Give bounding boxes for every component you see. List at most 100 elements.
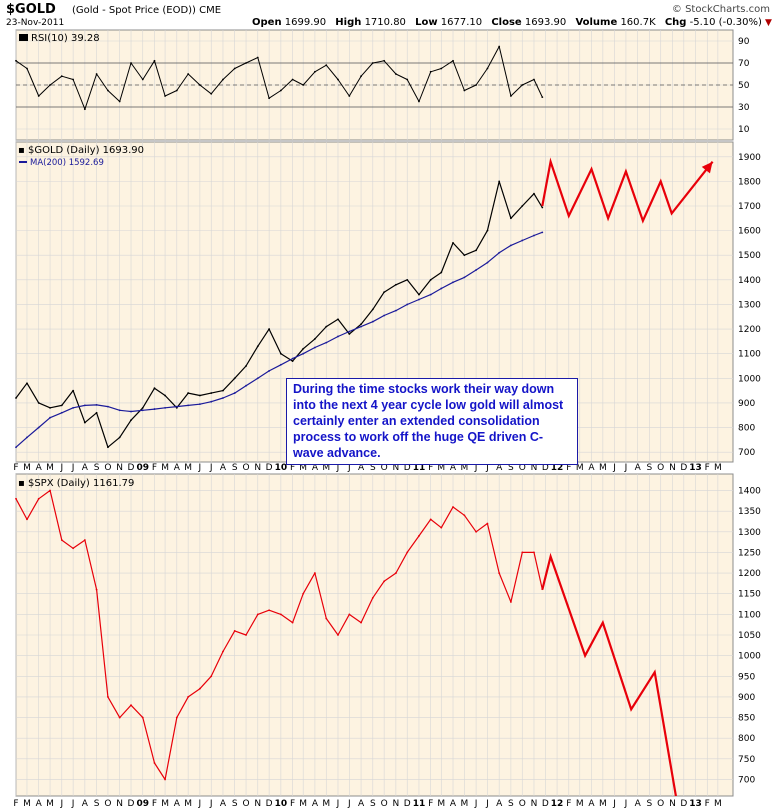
gold-ma200-line-point xyxy=(72,406,75,409)
spx-x-tick-label: D xyxy=(404,799,411,809)
gold-ma200-line-point xyxy=(521,239,524,242)
ohlc-readout: Open 1699.90 High 1710.80 Low 1677.10 Cl… xyxy=(246,17,772,28)
spx-x-tick-label: A xyxy=(450,799,457,809)
spx-price-line-point xyxy=(60,539,63,541)
gold-x-tick-label: M xyxy=(599,463,607,473)
gold-y-tick-label: 700 xyxy=(738,448,755,458)
gold-y-tick-label: 1200 xyxy=(738,325,761,335)
gold-ma200-line-point xyxy=(26,436,28,439)
gold-projection-line-arrowhead xyxy=(701,161,713,174)
gold-x-tick-label: M xyxy=(437,463,445,473)
spx-x-tick-label: A xyxy=(588,799,595,809)
spx-y-tick-label: 750 xyxy=(738,755,755,765)
gold-y-tick-label: 1700 xyxy=(738,202,761,212)
gold-y-tick-label: 1600 xyxy=(738,227,761,237)
spx-x-tick-label: S xyxy=(370,799,376,809)
spx-x-tick-label: F xyxy=(705,799,710,809)
spx-price-line-point xyxy=(452,506,454,508)
rsi-y-tick-label: 10 xyxy=(738,125,750,135)
spx-price-line-point xyxy=(175,716,178,719)
gold-price-line-point xyxy=(314,338,316,340)
rsi-y-tick-label: 90 xyxy=(738,37,750,47)
spx-x-tick-label: J xyxy=(474,799,478,809)
rsi-line-point xyxy=(314,70,316,73)
gold-ma200-line-point xyxy=(533,234,535,237)
spx-price-line-point xyxy=(141,716,144,719)
gold-price-line-point xyxy=(107,446,109,449)
gold-price-line-point xyxy=(475,249,477,252)
gold-price-line-point xyxy=(498,180,501,183)
rsi-line-point xyxy=(72,78,75,81)
gold-x-tick-label: J xyxy=(624,463,628,473)
gold-price-line-point xyxy=(37,402,40,404)
spx-price-line-point xyxy=(83,539,86,541)
spx-x-tick-label: J xyxy=(347,799,351,809)
gold-y-tick-label: 1100 xyxy=(738,350,761,360)
rsi-line-point xyxy=(118,100,121,103)
gold-x-tick-label: F xyxy=(290,463,295,473)
spx-price-line-point xyxy=(222,650,224,653)
gold-price-line-point xyxy=(164,394,166,397)
spx-y-tick-label: 1250 xyxy=(738,548,761,558)
spx-x-tick-label: A xyxy=(635,799,642,809)
spx-price-line-point xyxy=(302,592,305,595)
spx-price-line-point xyxy=(49,489,51,492)
spx-x-tick-label: N xyxy=(254,799,261,809)
gold-ma200-line-point xyxy=(418,298,420,301)
gold-ma200-line-point xyxy=(60,411,63,414)
gold-x-tick-label: 12 xyxy=(551,463,564,473)
spx-x-tick-label: M xyxy=(46,799,54,809)
gold-price-line-point xyxy=(394,283,397,286)
rsi-line-point xyxy=(175,89,178,92)
gold-price-line-point xyxy=(141,406,144,409)
gold-ma200-line-point xyxy=(175,405,178,408)
rsi-line-point xyxy=(302,84,305,86)
gold-price-line-point xyxy=(49,406,51,409)
spx-y-tick-label: 800 xyxy=(738,734,755,744)
gold-ma200-line-point xyxy=(325,341,328,344)
chart-symbol: $GOLD xyxy=(6,2,56,17)
rsi-line-point xyxy=(164,95,166,97)
gold-x-tick-label: N xyxy=(254,463,261,473)
spx-x-tick-label: D xyxy=(128,799,135,809)
spx-x-tick-label: A xyxy=(312,799,319,809)
gold-price-line-point xyxy=(541,206,544,209)
spx-price-line-point xyxy=(360,621,362,624)
gold-x-tick-label: A xyxy=(450,463,457,473)
rsi-line-point xyxy=(533,78,535,81)
rsi-line-point xyxy=(406,78,409,81)
spx-x-tick-label: A xyxy=(174,799,181,809)
spx-price-line-point xyxy=(268,609,271,612)
gold-x-tick-label: F xyxy=(566,463,571,473)
gold-ma200-line-point xyxy=(130,410,132,413)
rsi-line-point xyxy=(60,75,63,78)
gold-price-line-point xyxy=(291,360,294,362)
spx-price-line-point xyxy=(233,629,236,632)
gold-ma200-line-point xyxy=(463,276,466,279)
rsi-line-point xyxy=(95,73,98,75)
gold-ma200-line-point xyxy=(291,357,294,360)
gold-price-line-point xyxy=(95,411,98,414)
low-label: Low xyxy=(415,17,438,28)
gold-x-tick-label: J xyxy=(71,463,75,473)
gold-ma200-line-point xyxy=(187,404,190,407)
spx-x-tick-label: N xyxy=(393,799,400,809)
gold-x-tick-label: J xyxy=(347,463,351,473)
gold-ma200-line-point xyxy=(268,370,271,372)
gold-ma200-line-point xyxy=(360,325,362,328)
gold-y-tick-label: 1500 xyxy=(738,251,761,261)
spx-price-line-point xyxy=(95,588,98,591)
chart-date: 23-Nov-2011 xyxy=(6,18,65,28)
rsi-line-point xyxy=(256,56,259,59)
gold-ma200-line-point xyxy=(302,352,305,355)
gold-ma200-line-point xyxy=(141,409,144,412)
gold-x-tick-label: D xyxy=(680,463,687,473)
open-label: Open xyxy=(252,17,282,28)
gold-x-tick-label: 09 xyxy=(136,463,149,473)
gold-x-tick-label: 10 xyxy=(275,463,288,473)
spx-x-tick-label: D xyxy=(542,799,549,809)
spx-x-tick-label: M xyxy=(599,799,607,809)
gold-price-line-point xyxy=(245,365,247,367)
spx-price-line-point xyxy=(107,696,109,698)
